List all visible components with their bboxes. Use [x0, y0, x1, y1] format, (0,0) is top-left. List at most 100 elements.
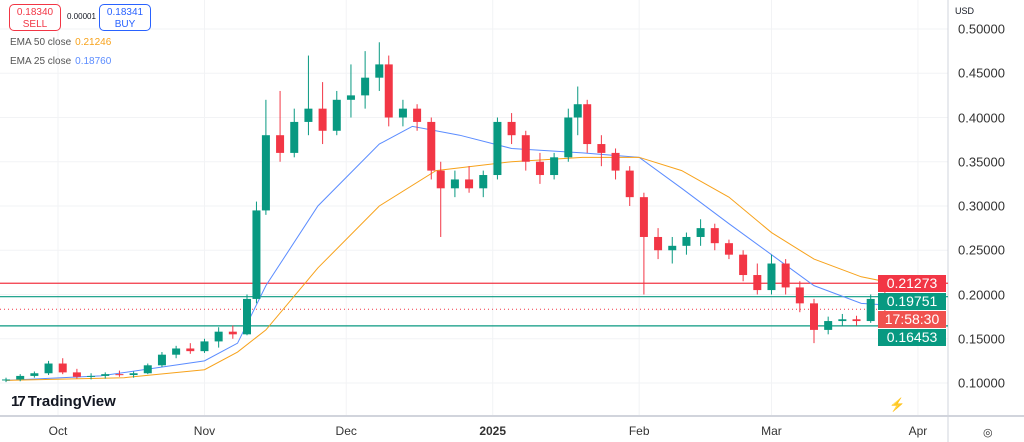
candle-body	[810, 303, 818, 330]
candle-body	[465, 179, 474, 189]
candle-body	[625, 170, 634, 198]
settings-icon[interactable]: ◎	[983, 427, 993, 439]
sell-price: 0.18340	[16, 7, 54, 18]
sell-label: SELL	[22, 19, 48, 30]
x-tick-label: Dec	[335, 424, 357, 438]
candle-body	[44, 363, 53, 374]
candle-body	[668, 245, 677, 251]
candle-body	[739, 254, 748, 276]
tradingview-logo[interactable]: 17 TradingView	[11, 393, 116, 410]
lightning-icon[interactable]: ⚡	[889, 397, 906, 412]
candle-body	[318, 108, 327, 131]
x-tick-label: 2025	[479, 424, 507, 438]
candle-body	[866, 298, 875, 322]
price-tag-resistance: 0.21273	[878, 275, 946, 292]
candle-body	[535, 161, 544, 176]
legend-ema50[interactable]: EMA 50 close 0.21246	[10, 37, 111, 48]
candle-body	[276, 135, 285, 153]
x-tick-label: Nov	[193, 424, 216, 438]
candle-body	[16, 375, 25, 380]
candle-body	[639, 197, 648, 237]
candle-body	[450, 179, 459, 189]
candle-body	[172, 348, 181, 355]
currency-label[interactable]: USD	[955, 6, 975, 16]
x-tick-label: Feb	[628, 424, 650, 438]
candle-body	[375, 64, 384, 78]
candle-body	[507, 121, 516, 136]
countdown-timer: 17:58:30	[878, 311, 946, 328]
sell-button[interactable]: 0.18340 SELL	[9, 4, 61, 31]
candle-body	[129, 373, 138, 376]
brand-name: TradingView	[27, 393, 116, 410]
y-tick-label: 0.25000	[958, 242, 1005, 258]
candle-body	[427, 121, 436, 171]
candle-body	[753, 275, 762, 291]
candle-body	[115, 374, 124, 376]
ema-line	[6, 125, 895, 381]
y-tick-label: 0.30000	[958, 198, 1005, 214]
candle-body	[30, 373, 39, 376]
candle-body	[682, 236, 691, 246]
candle-body	[824, 321, 833, 330]
price-tag-middle: 0.19751	[878, 293, 946, 310]
candle-body	[795, 287, 804, 304]
candle-body	[200, 341, 209, 352]
candle-body	[87, 375, 96, 377]
candle-body	[384, 64, 393, 118]
candle-body	[143, 365, 152, 374]
candle-body	[710, 228, 719, 244]
spread-value: 0.00001	[67, 12, 96, 21]
legend-label: EMA 50 close	[10, 37, 72, 48]
candle-body	[436, 170, 445, 189]
candle-body	[583, 104, 592, 145]
y-tick-label: 0.45000	[958, 65, 1005, 81]
candle-body	[290, 121, 299, 153]
candle-body	[58, 363, 67, 373]
candle-body	[101, 374, 110, 376]
candle-body	[398, 108, 407, 118]
candle-body	[214, 331, 223, 342]
candle-body	[243, 298, 251, 335]
y-tick-label: 0.35000	[958, 154, 1005, 170]
buy-label: BUY	[114, 19, 136, 30]
candle-body	[781, 263, 790, 288]
candle-body	[332, 99, 341, 131]
candle-body	[72, 372, 81, 377]
tradingview-logo-icon: 17	[11, 393, 26, 410]
y-tick-label: 0.20000	[958, 287, 1005, 302]
legend-label: EMA 25 close	[10, 56, 72, 67]
ema-line	[6, 156, 895, 381]
y-tick-label: 0.40000	[958, 110, 1005, 125]
candle-body	[564, 117, 573, 158]
candle-body	[346, 95, 355, 100]
candle-body	[304, 108, 313, 122]
candle-body	[186, 348, 195, 352]
candle-body	[252, 210, 261, 299]
candle-body	[767, 263, 776, 291]
candle-body	[521, 135, 530, 162]
candle-body	[550, 157, 559, 176]
candle-body	[361, 77, 370, 96]
candle-body	[654, 236, 663, 251]
candle-body	[493, 121, 502, 176]
candle-body	[261, 135, 270, 211]
y-tick-label: 0.15000	[958, 331, 1005, 347]
candle-body	[573, 104, 582, 118]
legend-value: 0.18760	[75, 56, 112, 67]
price-tag-support: 0.16453	[878, 329, 946, 346]
legend-ema25[interactable]: EMA 25 close 0.18760	[10, 56, 111, 67]
candle-body	[597, 144, 606, 153]
candle-body	[611, 152, 620, 171]
buy-button[interactable]: 0.18341 BUY	[99, 4, 151, 31]
legend-value: 0.21246	[75, 37, 112, 48]
candle-body	[413, 108, 422, 122]
y-tick-label: 0.50000	[958, 21, 1005, 37]
candle-body	[696, 228, 705, 237]
candle-body	[479, 175, 488, 189]
x-tick-label: Apr	[908, 424, 928, 438]
candle-body	[2, 379, 11, 381]
candle-body	[157, 354, 166, 366]
y-tick-label: 0.10000	[958, 375, 1005, 391]
candle-body	[838, 319, 847, 322]
